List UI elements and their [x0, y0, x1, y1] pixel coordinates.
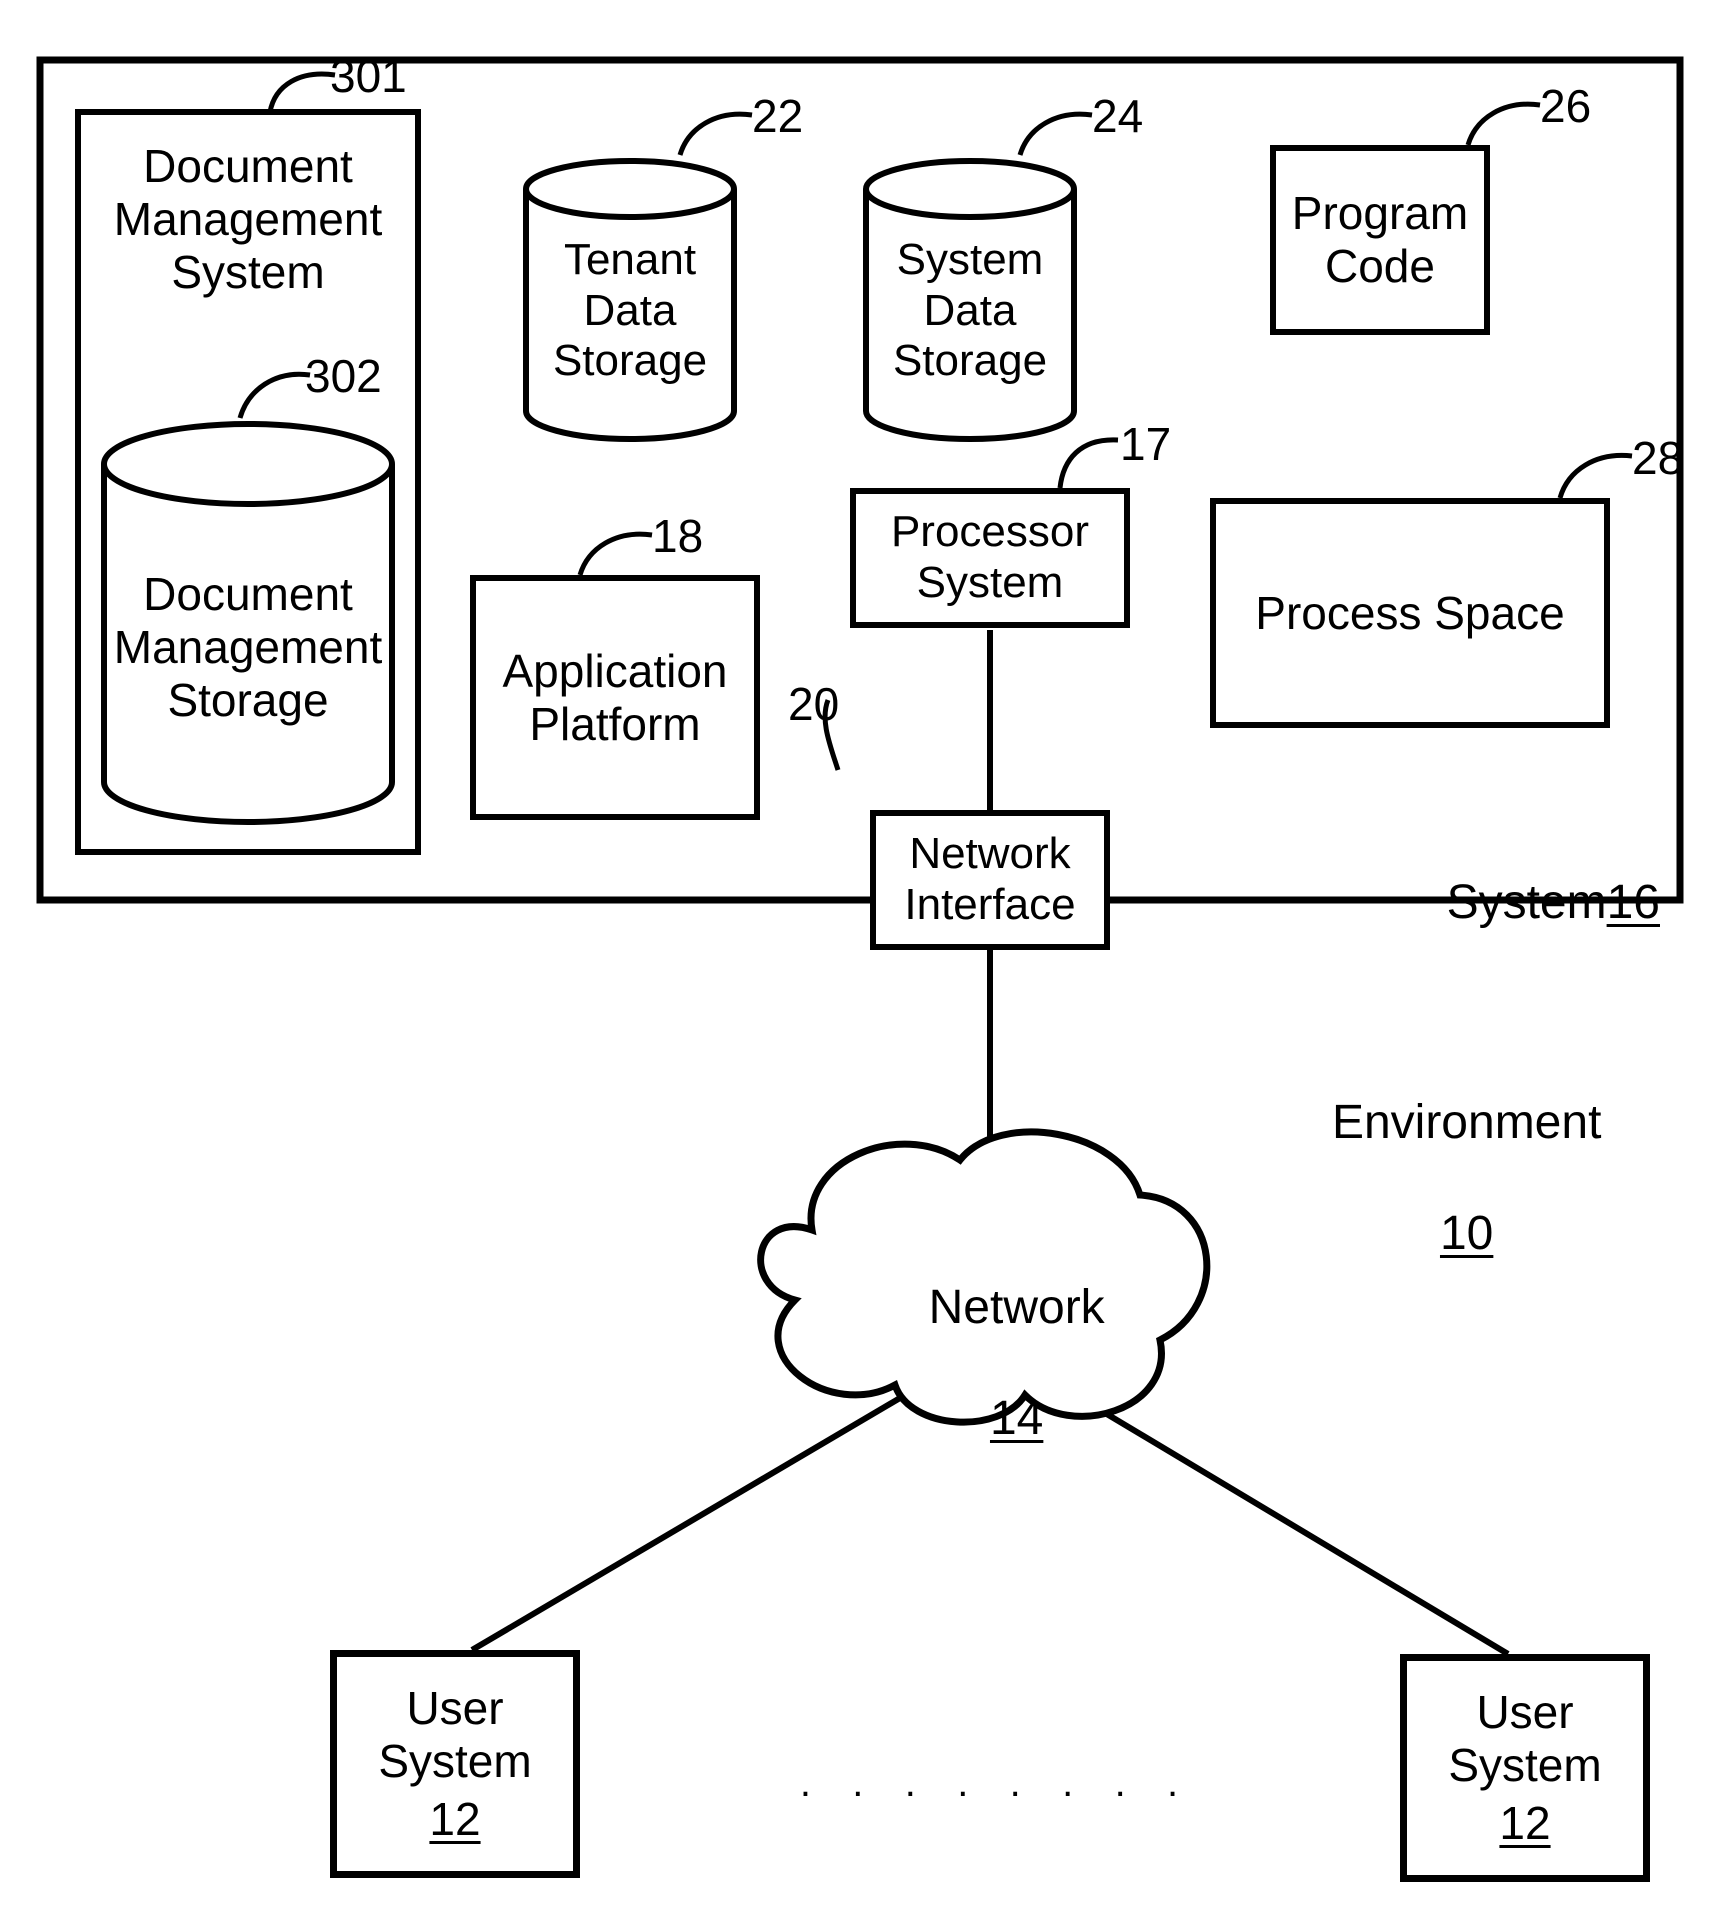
- callout-18: 18: [652, 510, 703, 563]
- environment-text: Environment: [1332, 1096, 1601, 1149]
- callout-17: 17: [1120, 418, 1171, 471]
- network-text: Network: [929, 1281, 1105, 1334]
- environment-caption: Environment 10: [1260, 1040, 1620, 1316]
- callout-26: 26: [1540, 80, 1591, 133]
- program-code-box: Program Code: [1270, 145, 1490, 335]
- network-interface-box: Network Interface: [870, 810, 1110, 950]
- processor-system-box: Processor System: [850, 488, 1130, 628]
- network-cloud-label: Network 14: [840, 1225, 1140, 1501]
- user-right-label: User System: [1448, 1686, 1601, 1792]
- system-caption: System16: [1310, 820, 1660, 986]
- callout-20: 20: [788, 678, 839, 731]
- application-platform-box: Application Platform: [470, 575, 760, 820]
- process-space-box: Process Space: [1210, 498, 1610, 728]
- user-left-label: User System: [378, 1682, 531, 1788]
- application-platform-label: Application Platform: [502, 645, 727, 751]
- system-caption-text: System: [1447, 876, 1607, 929]
- dms-storage-label: Document Management Storage: [98, 568, 398, 727]
- dms-storage-cylinder: Document Management Storage: [98, 418, 398, 828]
- network-interface-label: Network Interface: [904, 829, 1075, 930]
- tenant-storage-cylinder: Tenant Data Storage: [520, 155, 740, 445]
- program-code-label: Program Code: [1292, 187, 1468, 293]
- callout-301: 301: [330, 50, 407, 103]
- callout-22: 22: [752, 90, 803, 143]
- tenant-storage-label: Tenant Data Storage: [520, 235, 740, 387]
- processor-system-label: Processor System: [891, 507, 1089, 608]
- dms-title: Document Management System: [78, 140, 418, 299]
- callout-24: 24: [1092, 90, 1143, 143]
- environment-num: 10: [1440, 1207, 1493, 1260]
- user-system-right-box: User System 12: [1400, 1654, 1650, 1882]
- ellipsis-dots: . . . . . . . .: [640, 1760, 1340, 1806]
- callout-302: 302: [305, 350, 382, 403]
- system-storage-cylinder: System Data Storage: [860, 155, 1080, 445]
- user-right-num: 12: [1499, 1797, 1550, 1850]
- system-storage-label: System Data Storage: [860, 235, 1080, 387]
- user-left-num: 12: [429, 1793, 480, 1846]
- callout-28: 28: [1632, 432, 1683, 485]
- user-system-left-box: User System 12: [330, 1650, 580, 1878]
- process-space-label: Process Space: [1255, 587, 1564, 640]
- network-num: 14: [990, 1392, 1043, 1445]
- system-caption-num: 16: [1607, 876, 1660, 929]
